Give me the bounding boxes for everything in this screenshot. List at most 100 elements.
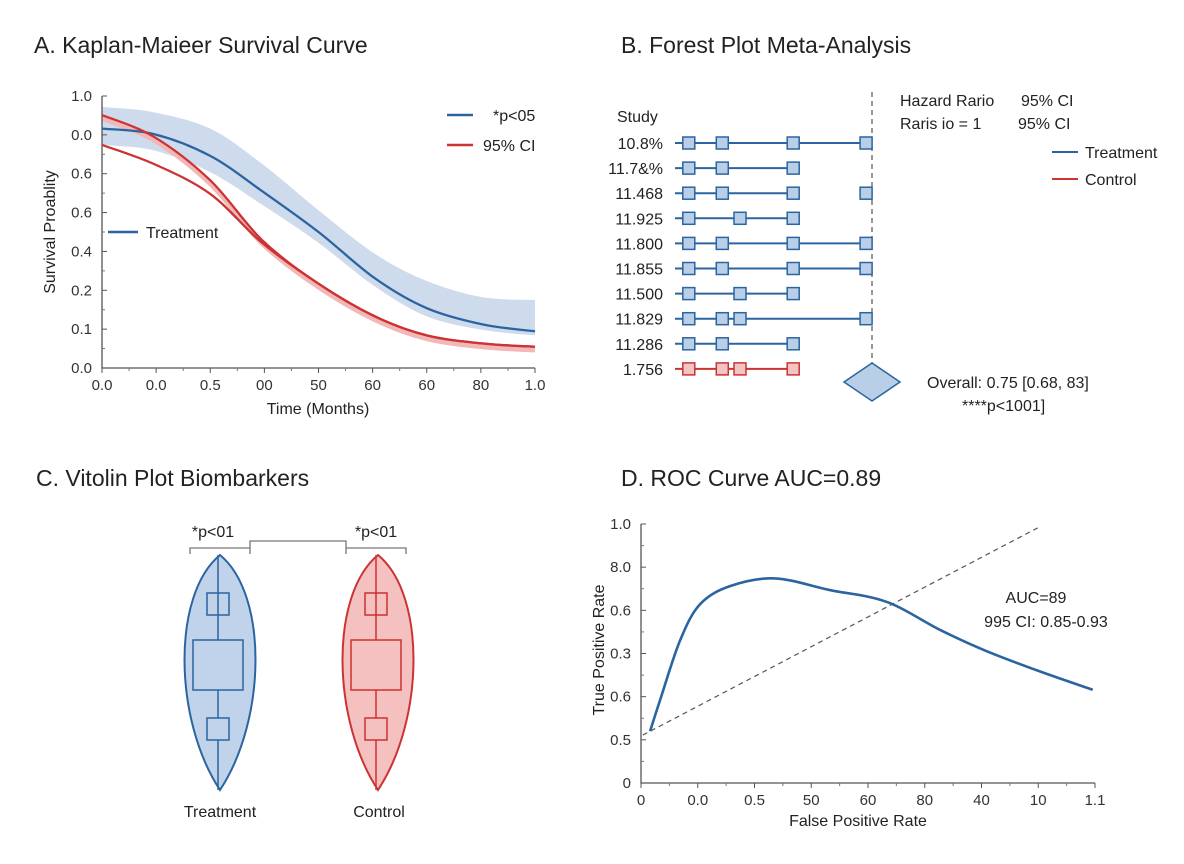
km-x-tick-label: 50 bbox=[310, 377, 327, 394]
panel-c: C. Vitolin Plot Biombarkers *p<01 *p<01 … bbox=[36, 465, 415, 821]
roc-chance-line bbox=[642, 526, 1040, 736]
forest-study-marker bbox=[733, 286, 747, 301]
panel-c-title: C. Vitolin Plot Biombarkers bbox=[36, 465, 309, 491]
panel-a: A. Kaplan-Maieer Survival Curve 0.0 0.0 0.… bbox=[34, 32, 545, 418]
km-y-tick-label: 0.4 bbox=[71, 243, 92, 260]
forest-study-label: 11.925 bbox=[615, 211, 663, 228]
forest-study-label: 11.800 bbox=[615, 236, 663, 253]
roc-x-label: False Positive Rate bbox=[789, 813, 927, 830]
km-series-line-1 bbox=[101, 127, 536, 333]
forest-study-marker bbox=[859, 136, 873, 150]
forest-study-marker bbox=[859, 311, 873, 326]
forest-plot: 10.8% 11.7&% 11.468 11.925 11.800 11.855 11.50… bbox=[608, 92, 902, 402]
violin-label-control: Control bbox=[353, 804, 405, 821]
forest-study-marker bbox=[859, 261, 873, 276]
forest-study-label: 11.829 bbox=[615, 312, 663, 329]
violin-box bbox=[192, 639, 244, 691]
forest-study-marker bbox=[859, 186, 873, 200]
km-ci-band bbox=[102, 106, 535, 336]
km-control-ci-band bbox=[101, 115, 536, 353]
forest-study-marker bbox=[859, 236, 873, 251]
roc-x-tick-label: 0.5 bbox=[744, 792, 765, 809]
km-series-line-3 bbox=[101, 143, 536, 348]
violin-lower-quartile-box bbox=[206, 717, 230, 741]
forest-study-marker bbox=[682, 161, 696, 175]
violin-upper-quartile-box bbox=[364, 592, 388, 616]
forest-study-marker bbox=[786, 261, 800, 276]
panel-d: D. ROC Curve AUC=0.89 0 0.0 0.5 50 60 80 40 10 1… bbox=[591, 465, 1108, 830]
km-x-tick-label: 60 bbox=[364, 377, 381, 394]
violin-plot bbox=[183, 553, 415, 792]
km-y-tick-label: 0.2 bbox=[71, 282, 92, 299]
panel-b-title: B. Forest Plot Meta-Analysis bbox=[621, 32, 911, 58]
km-x-tick-label: 0.0 bbox=[146, 377, 167, 394]
forest-study-marker bbox=[715, 186, 730, 200]
forest-study-marker bbox=[786, 286, 800, 301]
forest-header-hr: Hazard Rario bbox=[900, 93, 994, 110]
forest-study-marker bbox=[786, 236, 800, 251]
forest-study-marker bbox=[786, 362, 800, 376]
forest-study-marker bbox=[715, 136, 730, 150]
violin-box bbox=[350, 639, 402, 691]
forest-header-ratio: Raris io = 1 bbox=[900, 116, 981, 133]
forest-study-marker bbox=[733, 311, 747, 326]
forest-header-ci-2: 95% CI bbox=[1018, 116, 1070, 133]
forest-study-marker bbox=[786, 136, 800, 150]
violin-lower-quartile-box bbox=[364, 717, 388, 741]
violin-upper-quartile-box bbox=[206, 592, 230, 616]
roc-x-tick-label: 1.1 bbox=[1085, 792, 1106, 809]
km-x-tick-label: 60 bbox=[418, 377, 435, 394]
km-x-tick-label: 80 bbox=[473, 377, 490, 394]
roc-auc-annotation: AUC=89 bbox=[1006, 590, 1067, 607]
roc-y-label: True Positive Rate bbox=[591, 584, 608, 715]
forest-study-label: 1.756 bbox=[623, 362, 663, 379]
roc-y-tick-label: 0.5 bbox=[610, 732, 631, 749]
forest-study-label: 11.855 bbox=[615, 262, 663, 279]
km-plot: 0.0 0.0 0.5 00 50 60 60 80 1.00.00.10.20.40.60.6… bbox=[71, 88, 545, 394]
km-x-tick-label: 0.5 bbox=[200, 377, 221, 394]
forest-study-marker bbox=[715, 311, 730, 326]
forest-study-marker bbox=[715, 261, 730, 276]
roc-y-tick-label: 0.6 bbox=[610, 689, 631, 706]
forest-study-label: 10.8% bbox=[618, 136, 663, 153]
roc-axes bbox=[640, 524, 1095, 784]
forest-study-marker bbox=[715, 337, 730, 351]
forest-study-marker bbox=[786, 186, 800, 200]
forest-study-marker bbox=[715, 236, 730, 251]
km-y-tick-label: 0.0 bbox=[71, 127, 92, 144]
forest-study-marker bbox=[715, 161, 730, 175]
forest-study-marker bbox=[682, 236, 696, 251]
roc-x-tick-label: 60 bbox=[860, 792, 877, 809]
forest-study-marker bbox=[682, 261, 696, 276]
violin-label-treatment: Treatment bbox=[184, 804, 257, 821]
km-y-label: Survival Proablity bbox=[42, 170, 59, 294]
roc-y-tick-label: 0.6 bbox=[610, 602, 631, 619]
panel-d-title: D. ROC Curve AUC=0.89 bbox=[621, 465, 881, 491]
forest-study-label: 11.7&% bbox=[608, 161, 663, 178]
forest-legend-treatment: Treatment bbox=[1085, 145, 1158, 162]
roc-x-tick-label: 80 bbox=[916, 792, 933, 809]
km-y-tick-label: 1.0 bbox=[71, 88, 92, 105]
forest-study-label: 11.286 bbox=[615, 337, 663, 354]
forest-study-marker bbox=[715, 362, 730, 376]
significance-bracket bbox=[189, 540, 407, 554]
roc-curve bbox=[648, 577, 1094, 732]
forest-study-marker bbox=[786, 161, 800, 175]
km-x-tick-label: 1.0 bbox=[525, 377, 546, 394]
roc-plot: 0 0.0 0.5 50 60 80 40 10 1.1 0 0.5 0.6 0.3 0.6 8.0 1.0 bbox=[610, 516, 1105, 809]
forest-study-marker bbox=[733, 362, 747, 376]
forest-study-marker bbox=[682, 337, 696, 351]
forest-legend-control: Control bbox=[1085, 172, 1137, 189]
km-y-tick-label: 0.6 bbox=[71, 205, 92, 222]
forest-study-marker bbox=[733, 211, 747, 226]
roc-x-tick-label: 0 bbox=[637, 792, 645, 809]
forest-overall-pvalue: ****p<1001] bbox=[962, 398, 1045, 415]
forest-study-label: 11.468 bbox=[615, 186, 663, 203]
forest-header-ci: 95% CI bbox=[1021, 93, 1073, 110]
violin-annotation-2: *p<01 bbox=[355, 524, 397, 541]
forest-study-marker bbox=[682, 362, 696, 376]
roc-x-tick-label: 40 bbox=[973, 792, 990, 809]
roc-y-tick-label: 0.3 bbox=[610, 646, 631, 663]
violin-annotation-1: *p<01 bbox=[192, 524, 234, 541]
